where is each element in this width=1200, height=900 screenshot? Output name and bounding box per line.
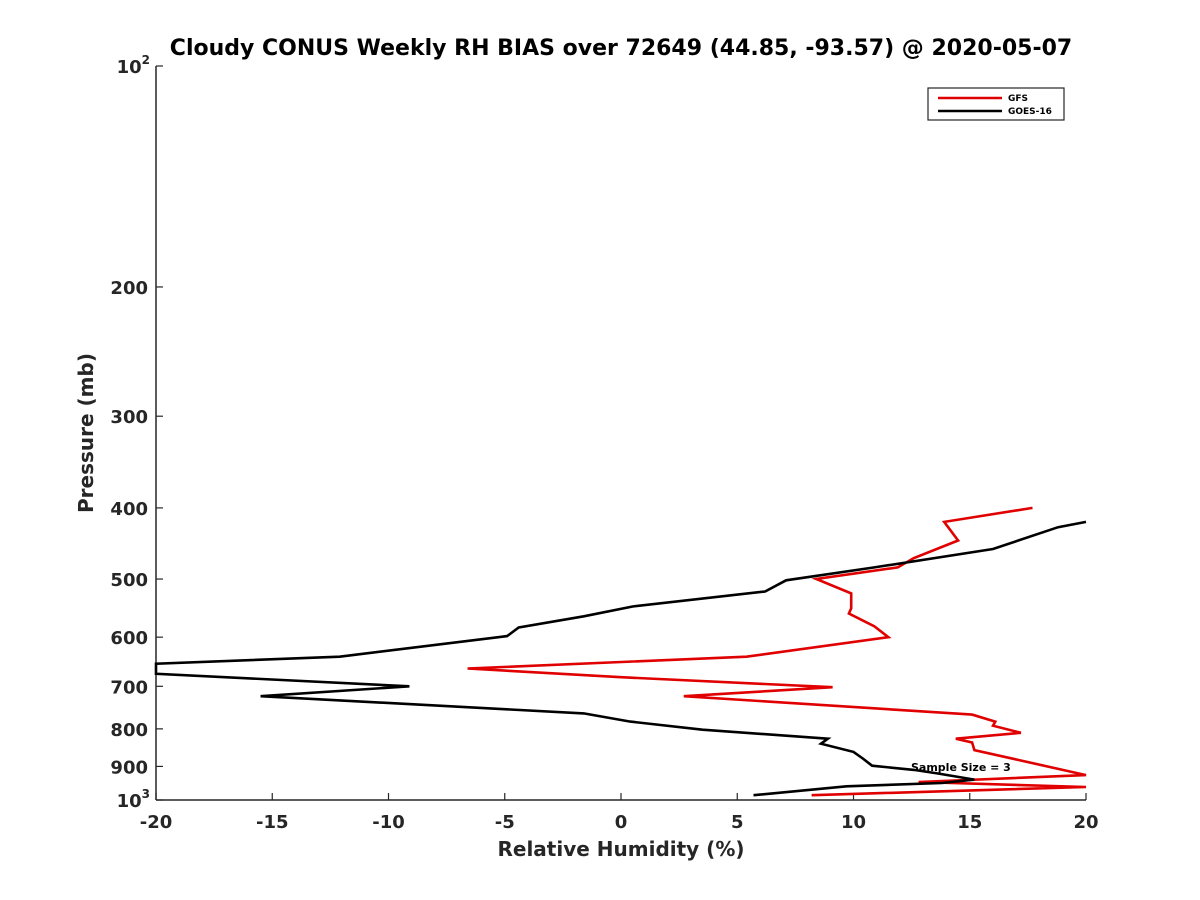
series-line-goes16	[154, 520, 1087, 797]
y-axis-label: Pressure (mb)	[74, 353, 98, 513]
y-tick-label: 300	[110, 407, 148, 428]
y-tick-exponent: 3	[142, 787, 150, 801]
x-tick-label: 5	[731, 812, 744, 833]
chart-legend: GFS GOES-16	[927, 87, 1065, 121]
y-tick-label: 200	[110, 278, 148, 299]
y-tick-label: 400	[110, 499, 148, 520]
x-tick-label: 10	[841, 812, 866, 833]
y-tick-label: 103	[117, 787, 150, 812]
y-tick-label: 900	[110, 757, 148, 778]
sample-size-annotation: Sample Size = 3	[911, 761, 1011, 774]
y-tick-base: 10	[117, 791, 142, 812]
y-tick-label: 500	[110, 570, 148, 591]
y-tick-label: 800	[110, 720, 148, 741]
x-axis-label: Relative Humidity (%)	[497, 837, 744, 861]
y-tick-label: 102	[117, 53, 150, 78]
data-series	[154, 506, 1087, 797]
x-tick-label: -5	[495, 812, 515, 833]
x-axis-ticks: -20 -15 -10 -5 0 5 10 15 20	[140, 793, 1099, 833]
legend-box	[927, 87, 1065, 121]
x-tick-label: -10	[372, 812, 405, 833]
y-tick-label: 600	[110, 628, 148, 649]
x-tick-label: -15	[256, 812, 289, 833]
legend-label-gfs: GFS	[1008, 94, 1028, 104]
x-tick-label: -20	[140, 812, 173, 833]
y-tick-base: 10	[117, 57, 142, 78]
x-tick-label: 15	[957, 812, 982, 833]
series-line-gfs	[467, 506, 1087, 797]
y-tick-exponent: 2	[142, 53, 150, 67]
plot-axes	[155, 66, 1086, 801]
x-tick-label: 0	[615, 812, 628, 833]
y-tick-label: 700	[110, 677, 148, 698]
x-tick-label: 20	[1073, 812, 1098, 833]
chart-title: Cloudy CONUS Weekly RH BIAS over 72649 (…	[170, 36, 1072, 61]
legend-label-goes16: GOES-16	[1008, 107, 1052, 117]
